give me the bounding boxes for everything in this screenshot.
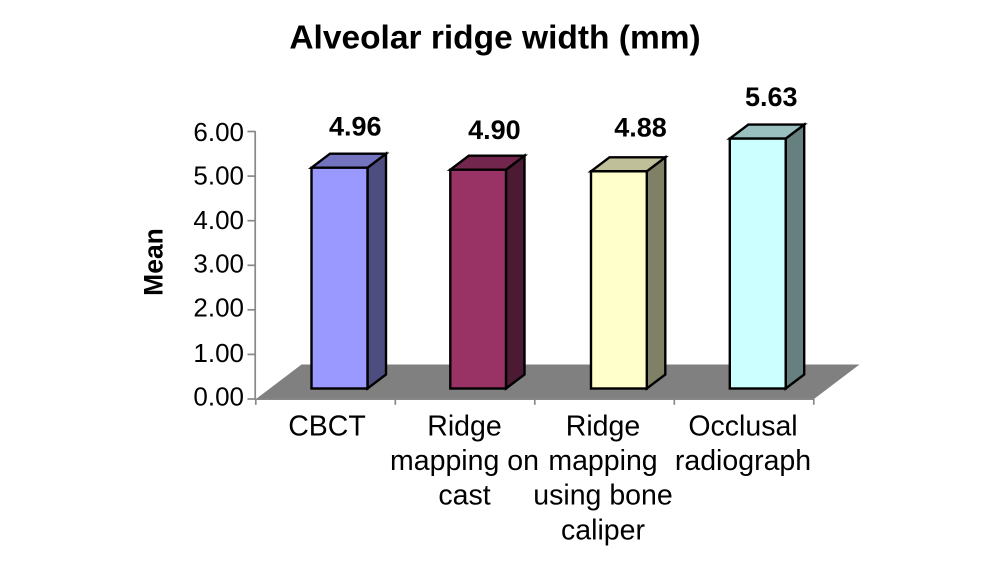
- svg-text:mapping: mapping: [548, 445, 657, 477]
- svg-text:3.00: 3.00: [193, 248, 244, 278]
- svg-text:Ridge: Ridge: [566, 411, 640, 443]
- svg-text:4.96: 4.96: [329, 112, 382, 142]
- svg-text:using bone: using bone: [533, 480, 672, 512]
- svg-text:4.00: 4.00: [193, 205, 244, 235]
- svg-text:4.88: 4.88: [614, 113, 667, 143]
- svg-text:CBCT: CBCT: [288, 411, 366, 443]
- svg-text:Ridge: Ridge: [427, 411, 501, 443]
- svg-text:1.00: 1.00: [193, 338, 244, 368]
- svg-text:Alveolar ridge width (mm): Alveolar ridge width (mm): [289, 20, 700, 57]
- svg-text:0.00: 0.00: [193, 381, 244, 411]
- svg-text:6.00: 6.00: [193, 117, 244, 147]
- svg-text:4.90: 4.90: [468, 115, 521, 145]
- svg-text:2.00: 2.00: [193, 293, 244, 323]
- svg-text:Mean: Mean: [138, 228, 168, 296]
- svg-text:5.00: 5.00: [193, 161, 244, 191]
- svg-text:caliper: caliper: [561, 514, 645, 546]
- svg-text:radiograph: radiograph: [675, 445, 811, 477]
- svg-text:mapping on: mapping on: [390, 445, 539, 477]
- svg-text:Occlusal: Occlusal: [688, 411, 797, 443]
- svg-text:5.63: 5.63: [745, 82, 798, 112]
- svg-text:cast: cast: [438, 480, 490, 512]
